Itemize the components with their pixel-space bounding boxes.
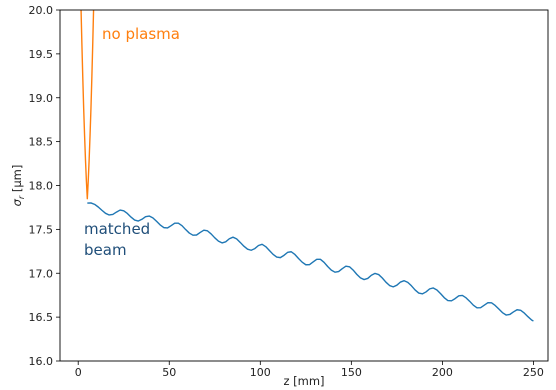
x-tick-label: 250	[523, 366, 544, 379]
annotation-matched-beam-line1: matched	[84, 220, 150, 238]
y-axis-label: σr [μm]	[10, 165, 26, 207]
x-tick-label: 50	[162, 366, 176, 379]
annotation-matched-beam-line2: beam	[84, 241, 127, 259]
y-tick-label: 18.5	[29, 136, 54, 149]
y-tick-label: 17.5	[29, 223, 54, 236]
y-tick-label: 17.0	[29, 267, 54, 280]
y-axis-label-unit: [μm]	[10, 165, 24, 196]
y-tick-label: 20.0	[29, 4, 54, 17]
series-line-no-plasma	[80, 10, 95, 200]
y-axis-label-subscript: r	[17, 195, 26, 199]
x-tick-label: 0	[75, 366, 82, 379]
annotation-no-plasma: no plasma	[102, 25, 180, 43]
y-axis: 16.0 16.5 17.0 17.5 18.0 18.5 19.0 19.5 20.0	[29, 4, 60, 368]
annotation-matched-beam: matched beam	[84, 220, 150, 259]
x-axis-label: z [mm]	[283, 374, 324, 388]
y-tick-label: 19.0	[29, 92, 54, 105]
x-tick-label: 100	[250, 366, 271, 379]
x-tick-label: 200	[432, 366, 453, 379]
y-tick-label: 18.0	[29, 180, 54, 193]
plot-area	[60, 10, 548, 361]
y-axis-label-symbol: σ	[10, 198, 24, 206]
series-layer	[80, 10, 534, 322]
x-tick-label: 150	[341, 366, 362, 379]
y-tick-label: 16.5	[29, 311, 54, 324]
y-tick-label: 19.5	[29, 48, 54, 61]
x-axis: 0 50 100 150 200 250	[75, 361, 544, 379]
y-tick-label: 16.0	[29, 355, 54, 368]
series-line-matched-beam	[87, 202, 534, 322]
